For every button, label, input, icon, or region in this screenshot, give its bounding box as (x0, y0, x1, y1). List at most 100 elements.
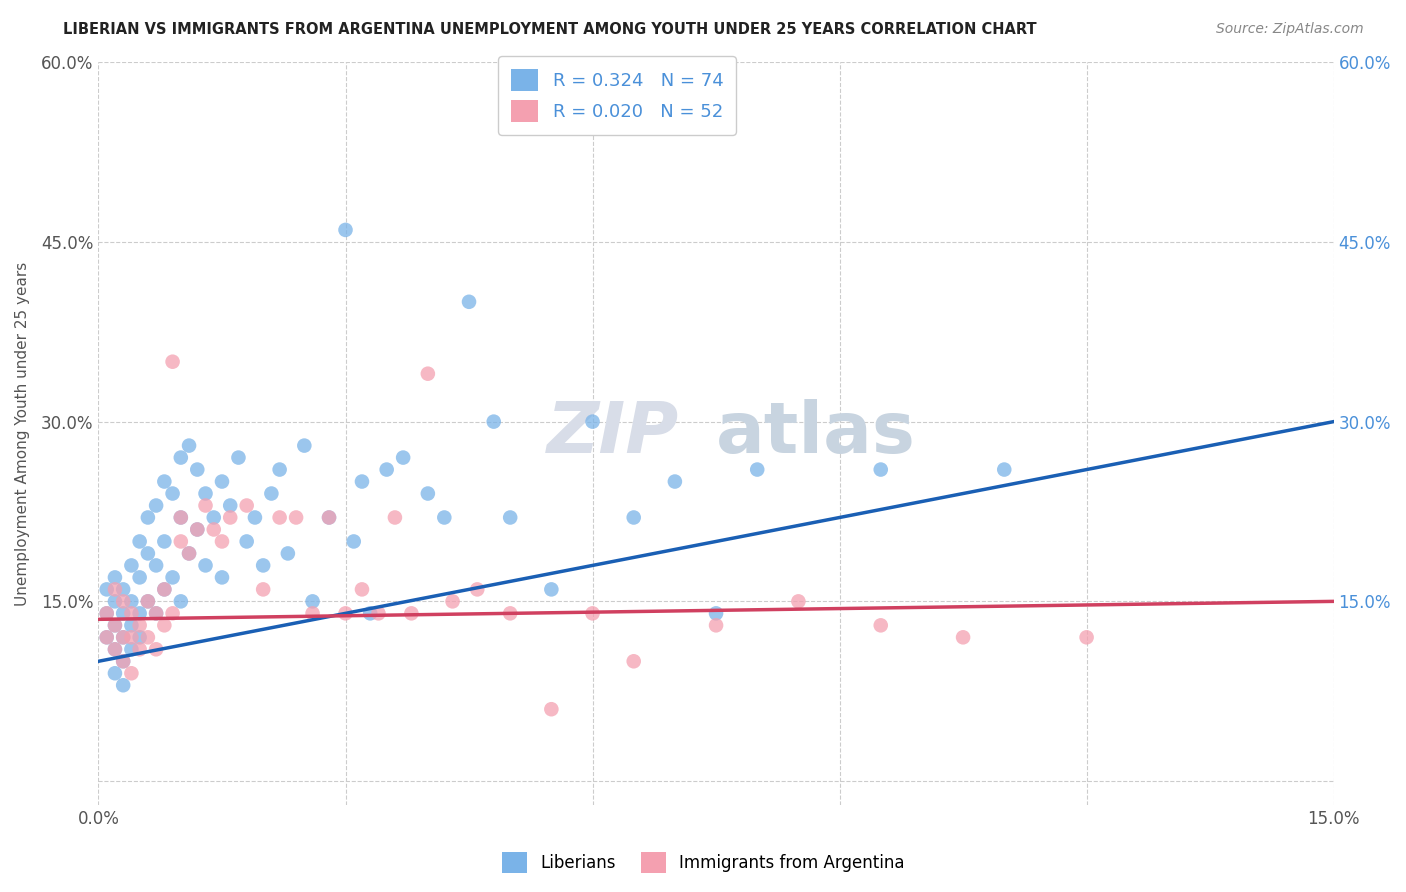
Point (465, 582, 488, 597)
Point (162, 355, 184, 369)
Point (128, 630, 150, 644)
Point (747, 462, 769, 476)
Point (359, 607, 381, 621)
Point (211, 534, 233, 549)
Point (243, 510, 266, 524)
Point (170, 510, 193, 524)
Point (136, 630, 159, 644)
Point (145, 607, 167, 621)
Point (120, 642, 142, 657)
Point (96, 630, 118, 644)
Point (128, 534, 150, 549)
Point (869, 462, 891, 476)
Legend: R = 0.324   N = 74, R = 0.020   N = 52: R = 0.324 N = 74, R = 0.020 N = 52 (499, 56, 735, 135)
Point (96, 607, 118, 621)
Point (104, 666, 127, 681)
Point (170, 450, 193, 465)
Point (112, 607, 135, 621)
Point (104, 642, 127, 657)
Point (499, 510, 522, 524)
Text: Source: ZipAtlas.com: Source: ZipAtlas.com (1216, 22, 1364, 37)
Point (186, 523, 208, 537)
Point (136, 510, 159, 524)
Point (112, 630, 135, 644)
Point (145, 499, 167, 513)
Point (153, 618, 176, 632)
Point (104, 618, 127, 632)
Point (120, 594, 142, 608)
Text: LIBERIAN VS IMMIGRANTS FROM ARGENTINA UNEMPLOYMENT AMONG YOUTH UNDER 25 YEARS CO: LIBERIAN VS IMMIGRANTS FROM ARGENTINA UN… (63, 22, 1036, 37)
Point (292, 439, 315, 453)
Point (136, 594, 159, 608)
Point (177, 546, 200, 560)
Point (228, 450, 250, 465)
Point (96, 607, 118, 621)
Point (367, 607, 389, 621)
Point (301, 594, 323, 608)
Point (285, 510, 308, 524)
Point (145, 642, 167, 657)
Point (153, 582, 176, 597)
Point (350, 475, 373, 489)
Point (458, 294, 481, 309)
Point (664, 475, 686, 489)
Point (252, 582, 274, 597)
Point (482, 415, 505, 429)
Point (128, 618, 150, 632)
Point (112, 594, 135, 608)
Point (120, 666, 142, 681)
Point (153, 582, 176, 597)
Text: atlas: atlas (716, 399, 915, 468)
Point (219, 499, 242, 513)
Point (540, 702, 562, 716)
Point (499, 607, 522, 621)
Text: ZIP: ZIP (547, 399, 679, 468)
Point (416, 367, 439, 381)
Legend: Liberians, Immigrants from Argentina: Liberians, Immigrants from Argentina (495, 846, 911, 880)
Point (120, 558, 142, 573)
Point (145, 607, 167, 621)
Point (170, 510, 193, 524)
Point (252, 558, 274, 573)
Point (1076, 630, 1098, 644)
Point (104, 570, 127, 584)
Point (277, 546, 299, 560)
Point (540, 582, 562, 597)
Point (104, 582, 127, 597)
Point (104, 618, 127, 632)
Point (318, 510, 340, 524)
Point (375, 462, 398, 476)
Point (581, 415, 603, 429)
Point (335, 223, 357, 237)
Point (96, 630, 118, 644)
Point (145, 558, 167, 573)
Point (120, 618, 142, 632)
Point (260, 486, 283, 500)
Point (112, 630, 135, 644)
Point (136, 546, 159, 560)
Point (335, 607, 357, 621)
Point (194, 558, 217, 573)
Point (441, 594, 464, 608)
Point (162, 570, 184, 584)
Point (177, 546, 200, 560)
Point (162, 607, 184, 621)
Point (952, 630, 974, 644)
Point (186, 523, 208, 537)
Point (202, 510, 225, 524)
Point (112, 582, 135, 597)
Point (153, 475, 176, 489)
Point (704, 618, 727, 632)
Point (343, 534, 366, 549)
Point (416, 486, 439, 500)
Point (401, 607, 423, 621)
Point (128, 607, 150, 621)
Point (153, 534, 176, 549)
Point (211, 475, 233, 489)
Point (269, 510, 291, 524)
Point (211, 570, 233, 584)
Point (170, 594, 193, 608)
Point (112, 654, 135, 668)
Point (194, 499, 217, 513)
Point (581, 607, 603, 621)
